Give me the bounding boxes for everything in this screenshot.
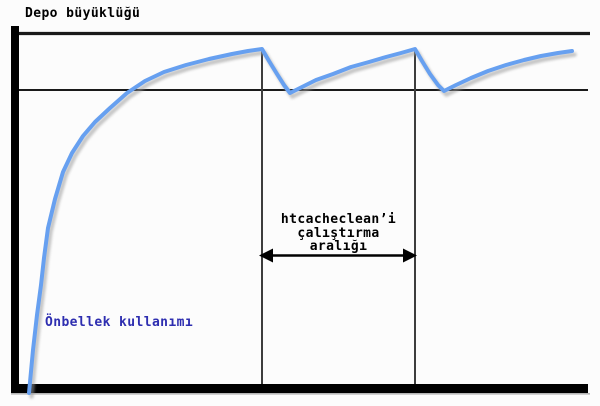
y-axis-bar [11, 26, 19, 393]
interval-arrow-left-head [259, 248, 273, 263]
annotation-line: htcacheclean’i [280, 212, 397, 227]
annotation-line: çalıştırma [297, 225, 380, 241]
plot-layers [11, 26, 590, 399]
interval-annotation: htcacheclean’i çalıştırma aralığı [262, 213, 415, 254]
y-axis-label: Depo büyüklüğü [25, 6, 141, 21]
annotation-line: aralığı [309, 239, 368, 254]
x-axis-bar [11, 384, 588, 393]
cache-usage-label: Önbellek kullanımı [45, 315, 194, 330]
interval-arrow-right-head [403, 248, 417, 263]
usage-curve [27, 47, 574, 395]
x-axis-shadow [11, 393, 590, 395]
